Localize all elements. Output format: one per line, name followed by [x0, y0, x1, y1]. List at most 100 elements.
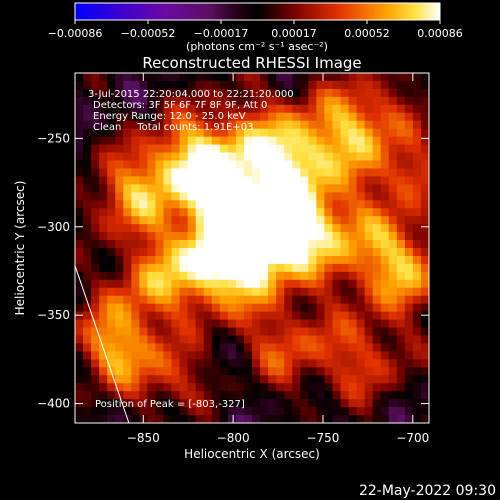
- heatmap-cell: [83, 88, 92, 98]
- heatmap-cell: [260, 295, 269, 305]
- heatmap-cell: [412, 200, 422, 209]
- heatmap-cell: [123, 327, 132, 337]
- heatmap-cell: [147, 88, 157, 98]
- heatmap-cell: [356, 367, 366, 376]
- heatmap-cell: [91, 120, 100, 130]
- heatmap-cell: [83, 112, 92, 122]
- heatmap-cell: [300, 192, 309, 201]
- heatmap-cell: [292, 391, 301, 400]
- heatmap-cell: [203, 311, 213, 321]
- heatmap-cell: [316, 120, 326, 130]
- heatmap-cell: [404, 375, 414, 384]
- heatmap-cell: [163, 192, 173, 201]
- heatmap-cell: [396, 327, 406, 337]
- heatmap-cell: [227, 271, 237, 281]
- heatmap-cell: [316, 73, 326, 82]
- heatmap-cell: [412, 271, 422, 281]
- heatmap-cell: [195, 279, 205, 289]
- heatmap-cell: [420, 216, 429, 225]
- heatmap-cell: [131, 96, 140, 106]
- heatmap-cell: [308, 319, 317, 329]
- heatmap-cell: [131, 168, 140, 178]
- heatmap-cell: [284, 327, 293, 337]
- heatmap-cell: [348, 375, 358, 384]
- heatmap-cell: [195, 136, 205, 146]
- heatmap-cell: [83, 73, 92, 82]
- heatmap-cell: [227, 224, 237, 233]
- heatmap-cell: [91, 104, 100, 114]
- heatmap-cell: [243, 112, 253, 122]
- heatmap-cell: [292, 240, 301, 249]
- heatmap-cell: [171, 279, 181, 289]
- heatmap-cell: [235, 73, 245, 82]
- heatmap-cell: [123, 279, 132, 289]
- heatmap-cell: [396, 248, 406, 257]
- heatmap-cell: [75, 335, 84, 345]
- heatmap-cell: [276, 232, 285, 241]
- heatmap-cell: [187, 303, 197, 313]
- heatmap-cell: [163, 168, 173, 178]
- heatmap-cell: [420, 104, 429, 114]
- heatmap-cell: [316, 248, 326, 257]
- heatmap-cell: [356, 255, 366, 265]
- heatmap-cell: [243, 136, 253, 146]
- heatmap-cell: [115, 168, 124, 178]
- colorbar-tick-label: −0.00052: [121, 27, 176, 40]
- y-tick-label: −250: [37, 131, 70, 145]
- heatmap-cell: [131, 287, 140, 297]
- heatmap-cell: [131, 295, 140, 305]
- heatmap-cell: [356, 184, 366, 193]
- heatmap-cell: [372, 176, 382, 185]
- heatmap-cell: [396, 112, 406, 122]
- heatmap-cell: [380, 383, 390, 392]
- heatmap-cell: [396, 176, 406, 185]
- heatmap-cell: [83, 263, 92, 273]
- heatmap-cell: [203, 359, 213, 368]
- heatmap-cell: [211, 311, 221, 321]
- heatmap-cell: [139, 335, 149, 345]
- heatmap-cell: [308, 192, 317, 201]
- heatmap-cell: [195, 255, 205, 265]
- heatmap-cell: [420, 152, 429, 162]
- heatmap-cell: [115, 144, 124, 154]
- heatmap-cell: [364, 383, 374, 392]
- heatmap-cell: [284, 224, 293, 233]
- heatmap-cell: [219, 415, 229, 423]
- heatmap-cell: [340, 200, 350, 209]
- heatmap-cell: [372, 399, 382, 408]
- heatmap-cell: [252, 311, 261, 321]
- heatmap-cell: [91, 208, 100, 217]
- heatmap-cell: [115, 271, 124, 281]
- heatmap-cell: [348, 224, 358, 233]
- heatmap-cell: [91, 224, 100, 233]
- heatmap-cell: [348, 168, 358, 178]
- heatmap-cell: [147, 232, 157, 241]
- heatmap-cell: [163, 319, 173, 329]
- heatmap-cell: [412, 335, 422, 345]
- heatmap-cell: [83, 240, 92, 249]
- heatmap-cell: [404, 144, 414, 154]
- heatmap-cell: [139, 343, 149, 353]
- heatmap-cell: [388, 216, 398, 225]
- heatmap-cell: [364, 80, 374, 90]
- heatmap-cell: [372, 144, 382, 154]
- heatmap-cell: [243, 160, 253, 170]
- heatmap-cell: [404, 200, 414, 209]
- heatmap-cell: [195, 359, 205, 368]
- heatmap-cell: [187, 160, 197, 170]
- heatmap-cell: [404, 271, 414, 281]
- heatmap-cell: [75, 240, 84, 249]
- heatmap-cell: [107, 104, 116, 114]
- heatmap-cell: [75, 319, 84, 329]
- heatmap-cell: [268, 295, 277, 305]
- heatmap-cell: [340, 287, 350, 297]
- heatmap-cell: [219, 271, 229, 281]
- heatmap-cell: [195, 200, 205, 209]
- heatmap-cell: [252, 319, 261, 329]
- heatmap-cell: [420, 73, 429, 82]
- heatmap-cell: [195, 88, 205, 98]
- heatmap-cell: [227, 104, 237, 114]
- heatmap-cell: [147, 160, 157, 170]
- heatmap-cell: [348, 80, 358, 90]
- heatmap-cell: [211, 88, 221, 98]
